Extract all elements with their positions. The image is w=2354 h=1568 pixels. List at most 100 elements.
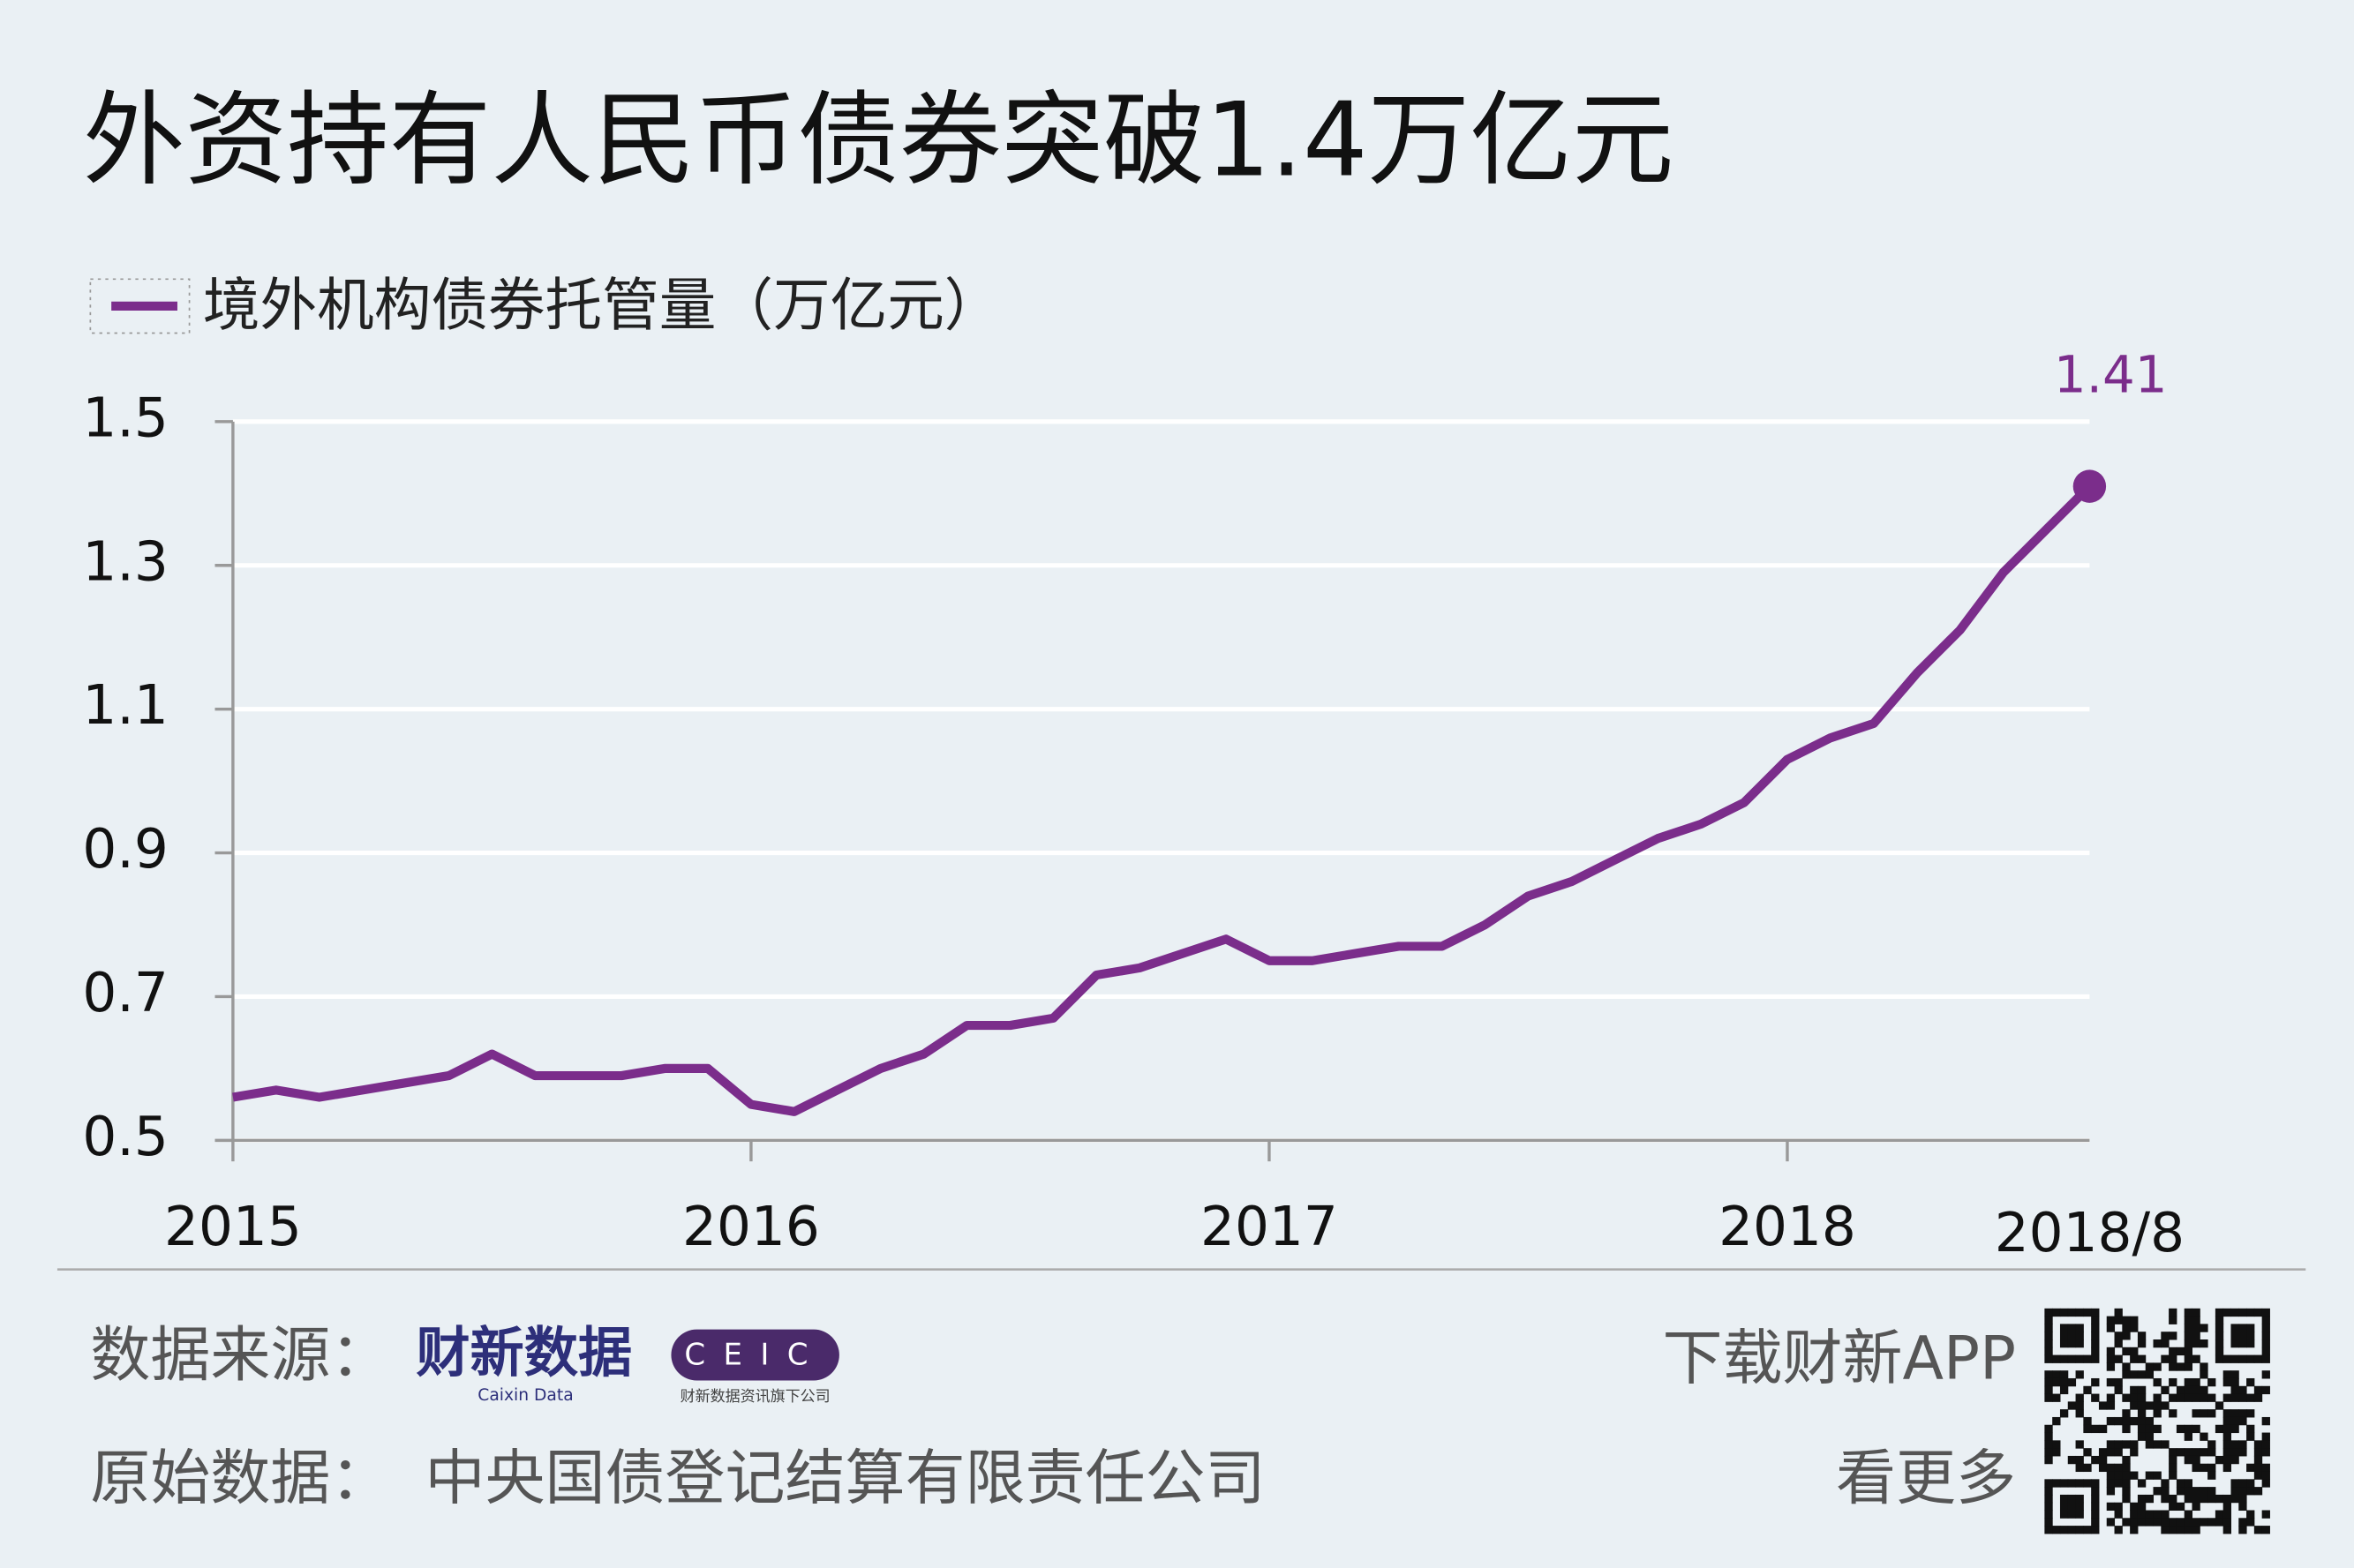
qr-module (2091, 1424, 2100, 1434)
app-text: 看更多 (1836, 1444, 2016, 1514)
qr-module (2153, 1487, 2162, 1496)
qr-module (2122, 1471, 2131, 1480)
qr-module (2083, 1385, 2092, 1395)
x-tick-label: 2018/8 (1995, 1202, 2185, 1264)
qr-module (2067, 1502, 2077, 1512)
qr-module (2044, 1347, 2053, 1356)
qr-module (2098, 1455, 2108, 1465)
qr-module (2246, 1424, 2255, 1434)
qr-module (2114, 1440, 2123, 1449)
logo-ceic-bg (671, 1329, 839, 1381)
qr-module (2222, 1494, 2231, 1504)
qr-module (2230, 1424, 2239, 1434)
qr-module (2169, 1448, 2177, 1457)
qr-module (2044, 1526, 2053, 1534)
qr-module (2059, 1324, 2069, 1332)
qr-module (2044, 1308, 2053, 1317)
qr-module (2114, 1502, 2123, 1512)
qr-module (2192, 1316, 2200, 1324)
qr-module (2169, 1377, 2177, 1387)
qr-module (2253, 1308, 2263, 1317)
qr-module (2184, 1354, 2193, 1363)
qr-module (2122, 1455, 2131, 1465)
qr-module (2184, 1455, 2193, 1465)
qr-module (2200, 1494, 2208, 1504)
qr-module (2238, 1393, 2247, 1402)
qr-module (2253, 1526, 2263, 1534)
y-tick-label: 0.9 (82, 818, 168, 881)
qr-module (2052, 1377, 2061, 1387)
qr-module (2122, 1370, 2131, 1379)
qr-module (2052, 1479, 2061, 1488)
qr-module (2145, 1518, 2155, 1527)
qr-module (2153, 1393, 2162, 1402)
qr-module (2222, 1393, 2231, 1402)
qr-module (2169, 1463, 2177, 1473)
qr-module (2130, 1416, 2139, 1426)
qr-module (2161, 1354, 2170, 1363)
qr-module (2091, 1502, 2100, 1512)
qr-module (2044, 1432, 2053, 1441)
qr-module (2044, 1448, 2053, 1457)
qr-module (2261, 1370, 2270, 1379)
qr-module (2222, 1463, 2231, 1473)
qr-module (2059, 1510, 2069, 1519)
qr-module (2106, 1324, 2116, 1332)
qr-module (2184, 1432, 2193, 1441)
qr-module (2215, 1354, 2224, 1363)
qr-module (2230, 1448, 2239, 1457)
qr-module (2238, 1385, 2247, 1395)
qr-module (2207, 1494, 2216, 1504)
qr-module (2238, 1448, 2247, 1457)
qr-module (2106, 1377, 2116, 1387)
qr-module (2192, 1463, 2200, 1473)
qr-module (2184, 1347, 2193, 1356)
qr-module (2130, 1393, 2139, 1402)
qr-module (2161, 1385, 2170, 1395)
qr-module (2145, 1362, 2155, 1371)
qr-module (2137, 1393, 2147, 1402)
qr-module (2222, 1526, 2231, 1534)
qr-module (2207, 1377, 2216, 1387)
qr-module (2184, 1494, 2193, 1504)
qr-module (2261, 1416, 2270, 1426)
qr-module (2184, 1393, 2193, 1402)
qr-module (2137, 1385, 2147, 1395)
qr-module (2246, 1463, 2255, 1473)
qr-module (2222, 1308, 2231, 1317)
qr-module (2075, 1455, 2084, 1465)
qr-module (2122, 1347, 2131, 1356)
qr-code[interactable] (2044, 1308, 2270, 1534)
qr-module (2137, 1339, 2147, 1348)
qr-module (2222, 1432, 2231, 1441)
qr-module (2122, 1487, 2131, 1496)
qr-module (2075, 1401, 2084, 1410)
qr-module (2261, 1354, 2270, 1363)
qr-module (2169, 1393, 2177, 1402)
qr-module (2091, 1339, 2100, 1348)
qr-module (2246, 1339, 2255, 1348)
qr-module (2044, 1479, 2053, 1488)
qr-module (2238, 1526, 2247, 1534)
qr-module (2184, 1377, 2193, 1387)
qr-module (2200, 1409, 2208, 1418)
qr-module (2192, 1502, 2200, 1512)
qr-module (2067, 1339, 2077, 1348)
qr-module (2261, 1316, 2270, 1324)
qr-module (2075, 1479, 2084, 1488)
qr-module (2075, 1339, 2084, 1348)
qr-module (2253, 1385, 2263, 1395)
qr-module (2145, 1424, 2155, 1434)
series-line (232, 483, 2093, 1116)
qr-module (2106, 1487, 2116, 1496)
qr-module (2238, 1479, 2247, 1488)
qr-module (2238, 1494, 2247, 1504)
legend-box (89, 278, 191, 334)
qr-module (2137, 1502, 2147, 1512)
qr-module (2215, 1339, 2224, 1348)
qr-module (2106, 1362, 2116, 1371)
qr-module (2253, 1487, 2263, 1496)
chart-title: 外资持有人民币债券突破1.4万亿元 (83, 81, 1674, 199)
qr-module (2044, 1393, 2053, 1402)
qr-module (2122, 1393, 2131, 1402)
